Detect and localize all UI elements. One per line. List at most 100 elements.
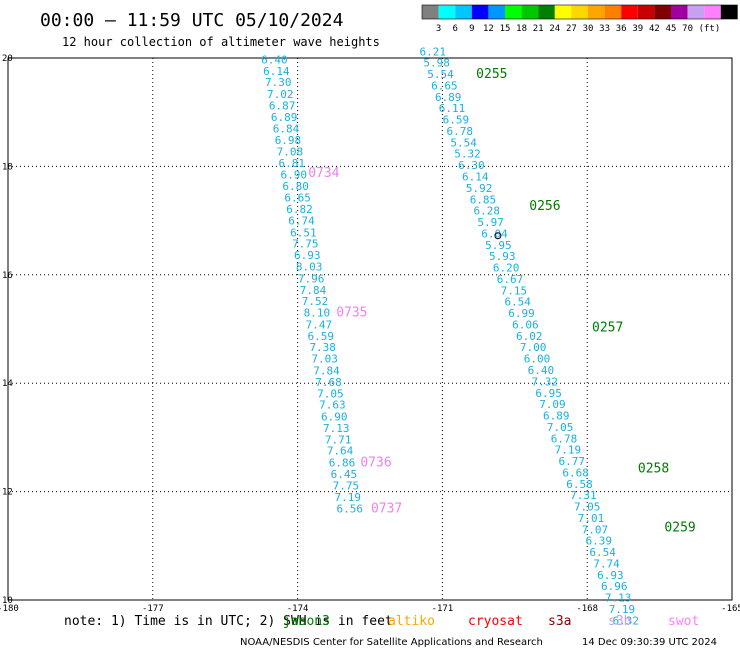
wave-height-label: 6.21 (419, 45, 446, 58)
colorbar-unit: (ft) (699, 24, 721, 34)
wave-height-label: 5.97 (477, 216, 504, 229)
colorbar-tick-label: 21 (533, 24, 544, 34)
mission-label: s3b (608, 614, 632, 629)
colorbar-tick-label: 39 (632, 24, 643, 34)
wave-height-label: 5.54 (450, 136, 477, 149)
x-tick-label: -177 (142, 604, 164, 614)
colorbar-tick-label: 36 (616, 24, 627, 34)
wave-height-label: 7.75 (292, 238, 319, 251)
x-tick-label: -180 (0, 604, 19, 614)
wave-height-label: 6.54 (589, 546, 616, 559)
wave-height-label: 7.84 (300, 284, 327, 297)
station-marker (494, 232, 502, 240)
wave-height-label: 6.30 (458, 159, 485, 172)
wave-height-label: 6.78 (447, 125, 474, 138)
colorbar-swatch (604, 5, 622, 19)
wave-height-label: 6.93 (294, 249, 321, 262)
colorbar-tick-label: 45 (666, 24, 677, 34)
colorbar-swatch (554, 5, 572, 19)
wave-height-label: 7.19 (335, 491, 362, 504)
wave-height-label: 7.05 (574, 501, 601, 514)
chart-title: 00:00 – 11:59 UTC 05/10/2024 (40, 10, 343, 31)
colorbar-swatch (654, 5, 671, 19)
wave-height-label: 6.58 (566, 478, 593, 491)
colorbar-legend: 3 6 9 12 15 18 21 24 27 30 33 36 39 42 45 70 (ft) (421, 4, 738, 34)
wave-height-label: 6.78 (551, 432, 578, 445)
wave-height-label: 6.90 (280, 168, 307, 181)
colorbar-tick-label: 42 (649, 24, 660, 34)
mission-label: cryosat (468, 614, 523, 629)
wave-height-label: 7.30 (265, 76, 292, 89)
wave-height-label: 6.77 (559, 455, 586, 468)
wave-height-label: 6.99 (508, 307, 535, 320)
note-text: note: 1) Time is in UTC; 2) SWH is in fe… (64, 614, 393, 629)
colorbar-tick-label: 27 (566, 24, 577, 34)
wave-height-label: 6.65 (431, 79, 458, 92)
y-tick-label: 18 (2, 162, 13, 172)
colorbar-swatch (488, 5, 505, 19)
wave-height-label: 7.07 (582, 523, 609, 536)
y-tick-label: 14 (2, 379, 13, 389)
wave-height-label: 6.98 (275, 134, 302, 147)
wave-height-label: 6.14 (462, 170, 489, 183)
wave-height-label: 7.52 (302, 295, 329, 308)
colorbar-tick-label: 18 (516, 24, 527, 34)
wave-height-label: 7.09 (539, 398, 566, 411)
wave-height-label: 7.19 (609, 603, 636, 616)
x-tick-label: -168 (576, 604, 598, 614)
wave-height-label: 6.39 (586, 535, 613, 548)
wave-height-label: 7.13 (323, 422, 350, 435)
wave-height-label: 7.47 (306, 318, 333, 331)
colorbar-swatch (720, 5, 738, 19)
wave-height-label: 6.67 (497, 273, 524, 286)
wave-height-label: 6.89 (543, 410, 570, 423)
x-tick-label: -165 (721, 604, 740, 614)
wave-height-label: 8.10 (304, 307, 331, 320)
time-label: 0734 (308, 166, 339, 181)
colorbar-tick-label: 9 (469, 24, 474, 34)
wave-height-label: 6.20 (493, 262, 520, 275)
wave-height-label: 7.64 (327, 445, 354, 458)
wave-height-label: 7.03 (311, 353, 338, 366)
wave-height-label: 6.80 (282, 180, 309, 193)
wave-height-label: 7.15 (501, 284, 528, 297)
colorbar-swatch (471, 5, 489, 19)
mission-legend: jason3 altiko cryosat s3a s3b swot (283, 614, 699, 629)
wave-height-label: 7.05 (317, 387, 344, 400)
wave-height-label: 7.32 (531, 375, 558, 388)
colorbar-tick-label: 30 (583, 24, 594, 34)
y-tick-label: 20 (2, 54, 13, 64)
wave-height-label: 6.89 (435, 91, 462, 104)
colorbar-swatch (704, 5, 721, 19)
wave-height-label: 7.08 (277, 146, 304, 159)
colorbar-swatch (422, 5, 439, 19)
colorbar-tick-label: 24 (549, 24, 560, 34)
wave-height-label: 7.38 (309, 341, 336, 354)
colorbar-swatch (671, 5, 688, 19)
time-label: 0258 (638, 462, 669, 477)
footer-timestamp: 14 Dec 09:30:39 UTC 2024 (582, 637, 717, 648)
wave-height-label: 7.68 (315, 376, 342, 389)
wave-height-label: 6.02 (516, 330, 543, 343)
wave-height-label: 6.93 (597, 569, 624, 582)
wave-height-label: 6.00 (524, 353, 551, 366)
wave-height-label: 5.98 (423, 57, 450, 70)
x-tick-label: -174 (287, 604, 309, 614)
wave-height-label: 7.01 (578, 512, 605, 525)
wave-height-label: 7.96 (298, 272, 325, 285)
wave-height-label: 7.19 (555, 444, 582, 457)
wave-height-label: 6.90 (321, 411, 348, 424)
wave-height-label: 8.03 (296, 260, 323, 273)
mission-label: s3a (548, 614, 571, 629)
x-tick-label: -171 (432, 604, 454, 614)
time-label: 0256 (529, 199, 560, 214)
colorbar-tick-label: 70 (682, 24, 693, 34)
colorbar-tick-label: 33 (599, 24, 610, 34)
chart-subtitle: 12 hour collection of altimeter wave hei… (62, 35, 380, 49)
wave-height-label: 7.00 (520, 341, 547, 354)
colorbar-swatch (621, 5, 638, 19)
wave-height-label: 7.02 (267, 88, 294, 101)
y-tick-label: 12 (2, 488, 13, 498)
y-tick-label: 16 (2, 271, 13, 281)
